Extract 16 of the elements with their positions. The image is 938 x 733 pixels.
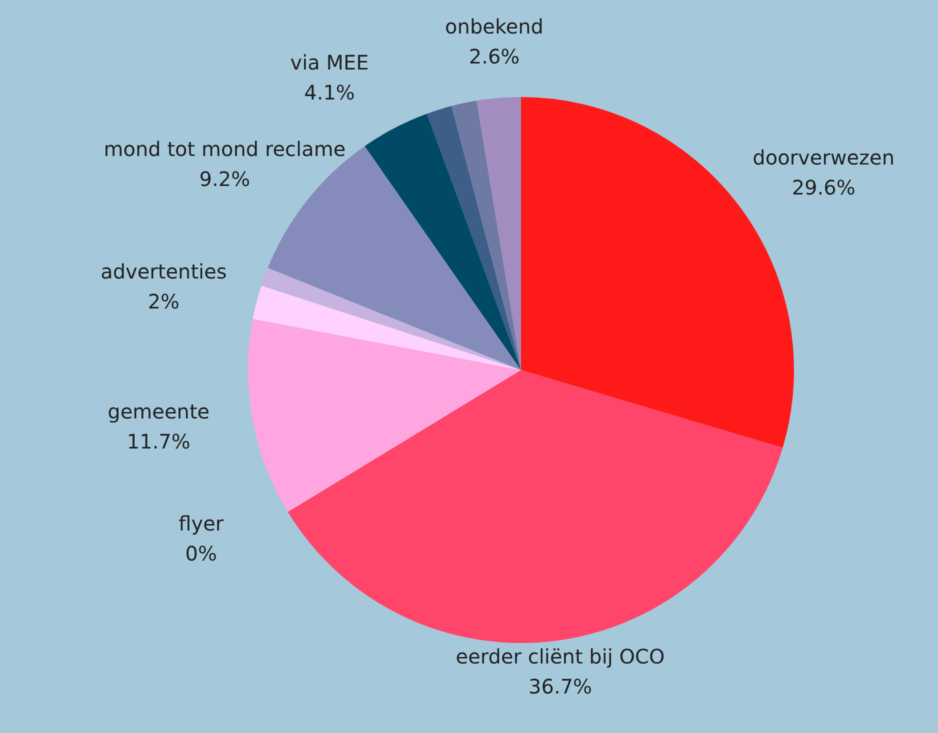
category-label: flyer	[178, 511, 224, 536]
slice-label: advertenties	[100, 260, 227, 284]
data-label: 2%	[148, 290, 180, 314]
text: 0%	[185, 541, 218, 566]
data-label: 9.2%	[199, 167, 250, 192]
data-label: 29.6%	[792, 175, 856, 200]
data-label: 4.1%	[304, 80, 355, 105]
data-label: 2.6%	[468, 44, 520, 69]
slice-label: via MEE	[290, 50, 369, 75]
slice-label: onbekend	[445, 14, 544, 39]
slice-label: gemeente	[108, 400, 210, 424]
slice-label: eerder cliënt bij OCO	[456, 644, 665, 668]
data-label: 36.7%	[528, 674, 592, 698]
data-label: 11.7%	[126, 430, 190, 454]
slice-label: doorverwezen	[752, 145, 895, 170]
slice-label: mond tot mond reclame	[104, 137, 346, 162]
